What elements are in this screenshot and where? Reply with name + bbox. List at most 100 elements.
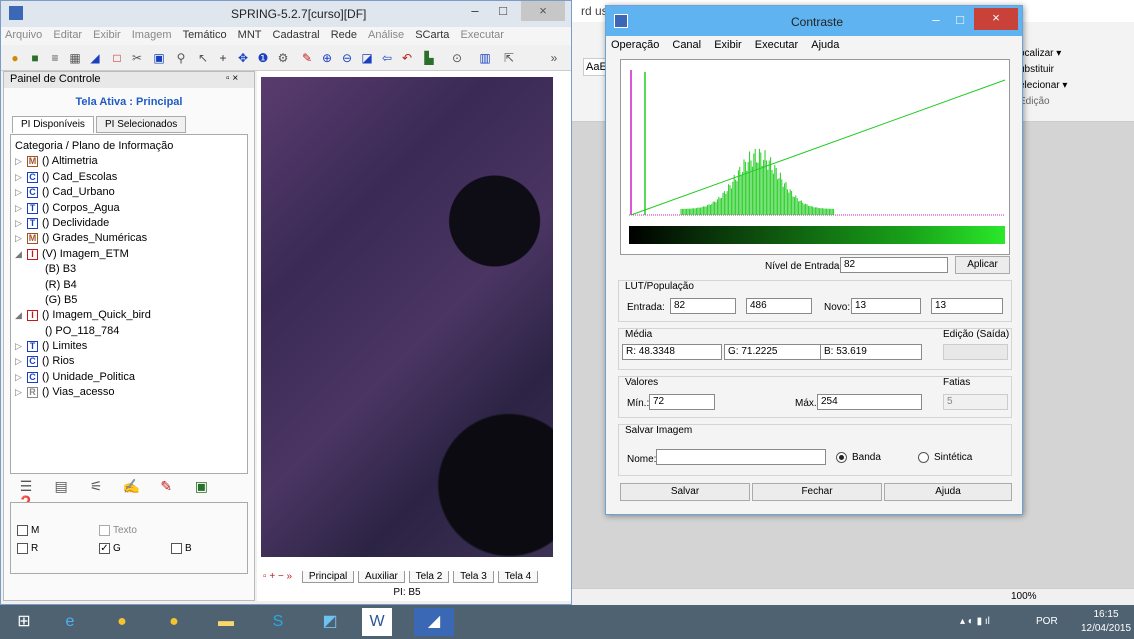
zoom-icon[interactable]: ⚲ xyxy=(176,51,186,65)
tray-icons[interactable]: ▴ ◐ ▮ ıl xyxy=(960,616,990,627)
dialog-minimize-icon[interactable]: – xyxy=(932,12,940,27)
ribbon-selecionar[interactable]: elecionar ▾ xyxy=(1019,80,1068,91)
add-icon[interactable]: + xyxy=(219,51,227,65)
menu-executar-dlg[interactable]: Executar xyxy=(754,39,799,51)
pencil-icon[interactable]: ✎ xyxy=(301,51,313,65)
tree-item[interactable]: ▷ R () Vias_acesso xyxy=(15,385,243,400)
tree-item[interactable]: (G) B5 xyxy=(15,293,243,308)
tree-item[interactable]: ▷ T () Declividade xyxy=(15,216,243,231)
clock-time[interactable]: 16:15 xyxy=(1093,609,1119,620)
database-icon[interactable]: ● xyxy=(11,51,19,65)
close-icon[interactable]: × xyxy=(521,1,565,21)
windows-start-icon[interactable]: ⊞ xyxy=(17,613,31,630)
nivel-input[interactable]: 82 xyxy=(840,257,948,273)
chrome-icon[interactable]: ● xyxy=(117,613,127,630)
draw-line-icon[interactable]: ✎ xyxy=(160,478,173,494)
zoom-level[interactable]: 100% xyxy=(1011,591,1037,602)
zoom-out-icon[interactable]: ⊖ xyxy=(341,51,353,65)
tree-item[interactable]: ▷ C () Rios xyxy=(15,354,243,369)
collapsed-arrow-icon[interactable]: ▷ xyxy=(15,202,22,213)
minimize-icon[interactable]: – xyxy=(471,3,479,18)
menu-canal[interactable]: Canal xyxy=(672,39,702,51)
spring-taskbar-icon[interactable]: ◢ xyxy=(414,608,454,636)
menu-exibir-dlg[interactable]: Exibir xyxy=(714,39,742,51)
nome-input[interactable] xyxy=(656,449,826,465)
back-icon[interactable]: ⇦ xyxy=(381,51,393,65)
fechar-button[interactable]: Fechar xyxy=(752,483,882,501)
zoom-area-icon[interactable]: ◪ xyxy=(361,51,373,65)
salvar-button[interactable]: Salvar xyxy=(620,483,750,501)
tree-item[interactable]: ◢ I () Imagem_Quick_bird xyxy=(15,308,243,323)
menu-ajuda[interactable]: Ajuda xyxy=(811,39,840,51)
table-view-icon[interactable]: ▤ xyxy=(54,478,68,494)
grid-icon[interactable]: ▦ xyxy=(69,51,81,65)
dialog-maximize-icon[interactable]: □ xyxy=(956,12,964,27)
tree-item[interactable]: ▷ M () Altimetria xyxy=(15,154,243,169)
checkbox-texto[interactable]: Texto xyxy=(99,525,137,536)
word-icon[interactable]: W xyxy=(362,608,392,636)
radio-sintetica[interactable]: Sintética xyxy=(918,452,972,463)
tree-item[interactable]: (B) B3 xyxy=(15,262,243,277)
maximize-icon[interactable]: □ xyxy=(499,3,507,18)
skype-icon[interactable]: S xyxy=(272,613,284,630)
min-input[interactable]: 72 xyxy=(649,394,715,410)
panel-view-icon[interactable]: ▣ xyxy=(194,478,208,494)
menu-cadastral[interactable]: Cadastral xyxy=(272,29,320,41)
tree-item[interactable]: ▷ C () Cad_Urbano xyxy=(15,185,243,200)
expanded-arrow-icon[interactable]: ◢ xyxy=(15,248,22,259)
checkbox-g[interactable]: ✓ G xyxy=(99,543,121,555)
max-input[interactable]: 254 xyxy=(817,394,922,410)
edit-icon[interactable]: ✍ xyxy=(122,478,140,494)
radio-banda[interactable]: Banda xyxy=(836,452,881,463)
pan-icon[interactable]: ✥ xyxy=(237,51,249,65)
collapsed-arrow-icon[interactable]: ▷ xyxy=(15,341,22,352)
undo-icon[interactable]: ↶ xyxy=(401,51,413,65)
populacao-input[interactable]: 486 xyxy=(746,298,812,314)
tab-pi-disponiveis[interactable]: PI Disponíveis xyxy=(12,116,94,133)
clock-date[interactable]: 12/04/2015 xyxy=(1080,623,1132,634)
tool-icon[interactable]: ⚙ xyxy=(277,51,289,65)
menu-scarta[interactable]: SCarta xyxy=(415,29,450,41)
collapsed-arrow-icon[interactable]: ▷ xyxy=(15,187,22,198)
menu-tematico[interactable]: Temático xyxy=(182,29,227,41)
measure-icon[interactable]: ⊙ xyxy=(451,51,463,65)
tree-item[interactable]: ▷ T () Limites xyxy=(15,339,243,354)
menu-exibir[interactable]: Exibir xyxy=(93,29,121,41)
zoom-in-icon[interactable]: ⊕ xyxy=(321,51,333,65)
fatias-input[interactable]: 5 xyxy=(943,394,1008,410)
cut-icon[interactable]: ✂ xyxy=(131,51,143,65)
novo-input-2[interactable]: 13 xyxy=(931,298,1003,314)
tree-item[interactable]: ▷ M () Grades_Numéricas xyxy=(15,231,243,246)
checkbox-r[interactable]: R xyxy=(17,543,38,554)
cursor-icon[interactable]: ↖ xyxy=(197,51,209,65)
collapsed-arrow-icon[interactable]: ▷ xyxy=(15,387,22,398)
project-icon[interactable]: ■ xyxy=(31,51,39,65)
menu-operacao[interactable]: Operação xyxy=(611,39,660,51)
collapsed-arrow-icon[interactable]: ▷ xyxy=(15,233,22,244)
menu-rede[interactable]: Rede xyxy=(330,29,357,41)
paint-icon[interactable]: ◩ xyxy=(322,613,338,630)
more-icon[interactable]: » xyxy=(550,51,558,65)
collapsed-arrow-icon[interactable]: ▷ xyxy=(15,217,22,228)
checkbox-b[interactable]: B xyxy=(171,543,192,554)
satellite-image[interactable] xyxy=(261,77,553,557)
menu-analise[interactable]: Análise xyxy=(368,29,405,41)
palette-icon[interactable]: ▙ xyxy=(424,51,434,65)
menu-imagem[interactable]: Imagem xyxy=(131,29,172,41)
pointer-icon[interactable]: ⇱ xyxy=(503,51,515,65)
tab-tela3[interactable]: Tela 3 xyxy=(453,571,494,583)
draw-icon[interactable]: ◢ xyxy=(90,51,100,65)
style-icon[interactable]: ⚟ xyxy=(89,478,103,494)
menu-editar[interactable]: Editar xyxy=(53,29,83,41)
nav-arrows-icon[interactable]: ▫ + − » xyxy=(263,571,293,582)
language-indicator[interactable]: POR xyxy=(1036,616,1058,627)
layers-icon[interactable]: ≡ xyxy=(51,51,59,65)
menu-executar[interactable]: Executar xyxy=(460,29,504,41)
tab-auxiliar[interactable]: Auxiliar xyxy=(358,571,405,583)
histogram-panel[interactable] xyxy=(620,59,1010,255)
tree-item[interactable]: ▷ T () Corpos_Agua xyxy=(15,201,243,216)
info-icon[interactable]: ❶ xyxy=(257,51,269,65)
checkbox-m[interactable]: M xyxy=(17,525,39,536)
tree-item[interactable]: (R) B4 xyxy=(15,278,243,293)
explorer-icon[interactable]: ▬ xyxy=(218,613,234,630)
